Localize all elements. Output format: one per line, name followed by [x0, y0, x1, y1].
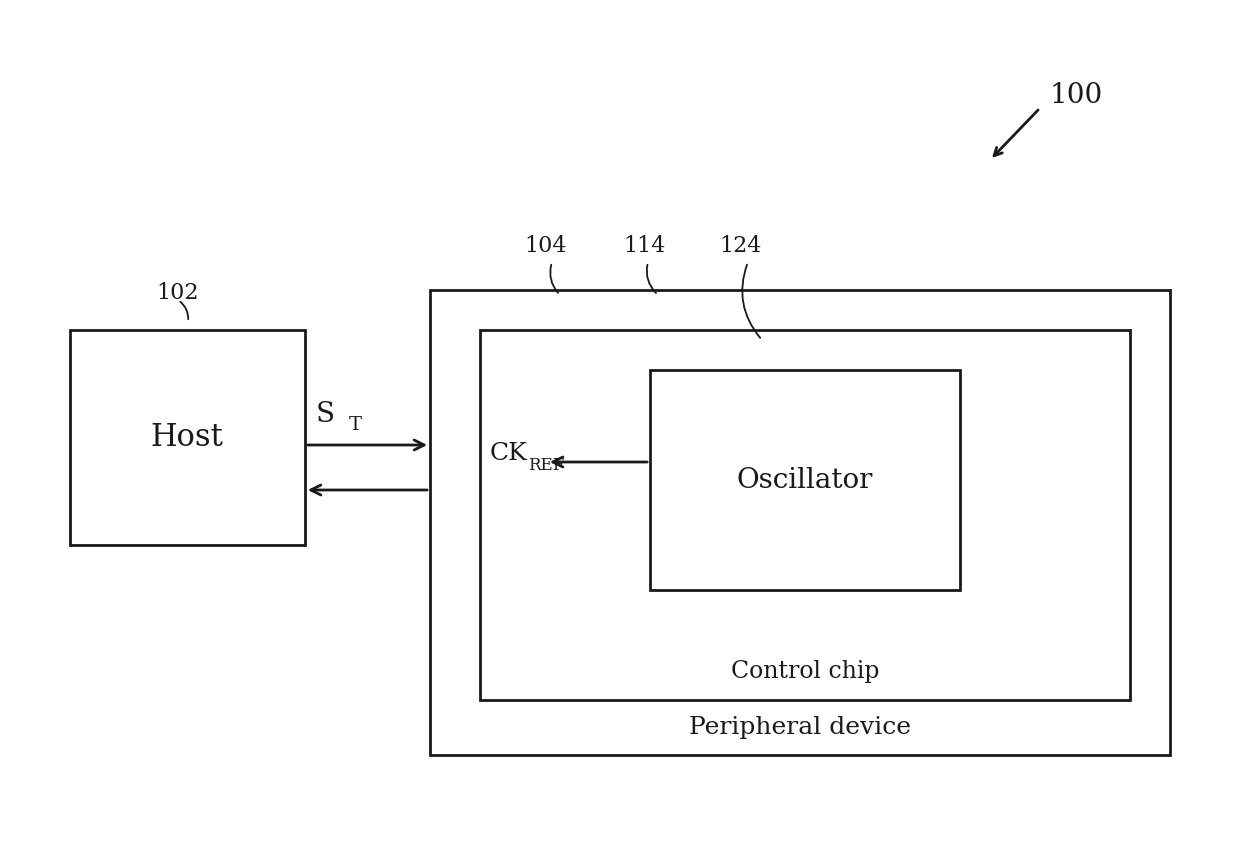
Text: 124: 124: [719, 235, 761, 257]
Bar: [430, 290, 1171, 755]
Text: 100: 100: [1050, 82, 1104, 109]
Text: S: S: [316, 401, 335, 428]
Text: Peripheral device: Peripheral device: [689, 716, 911, 739]
Text: Oscillator: Oscillator: [737, 466, 873, 494]
Text: 102: 102: [156, 282, 200, 304]
Text: 104: 104: [525, 235, 567, 257]
Text: CK: CK: [490, 443, 528, 465]
Bar: [69, 330, 305, 545]
Text: 114: 114: [624, 235, 666, 257]
Text: Host: Host: [150, 421, 223, 452]
Text: Control chip: Control chip: [730, 660, 879, 683]
Text: REF: REF: [528, 458, 564, 475]
Bar: [480, 330, 1130, 700]
Text: T: T: [348, 416, 362, 434]
Bar: [650, 370, 960, 590]
